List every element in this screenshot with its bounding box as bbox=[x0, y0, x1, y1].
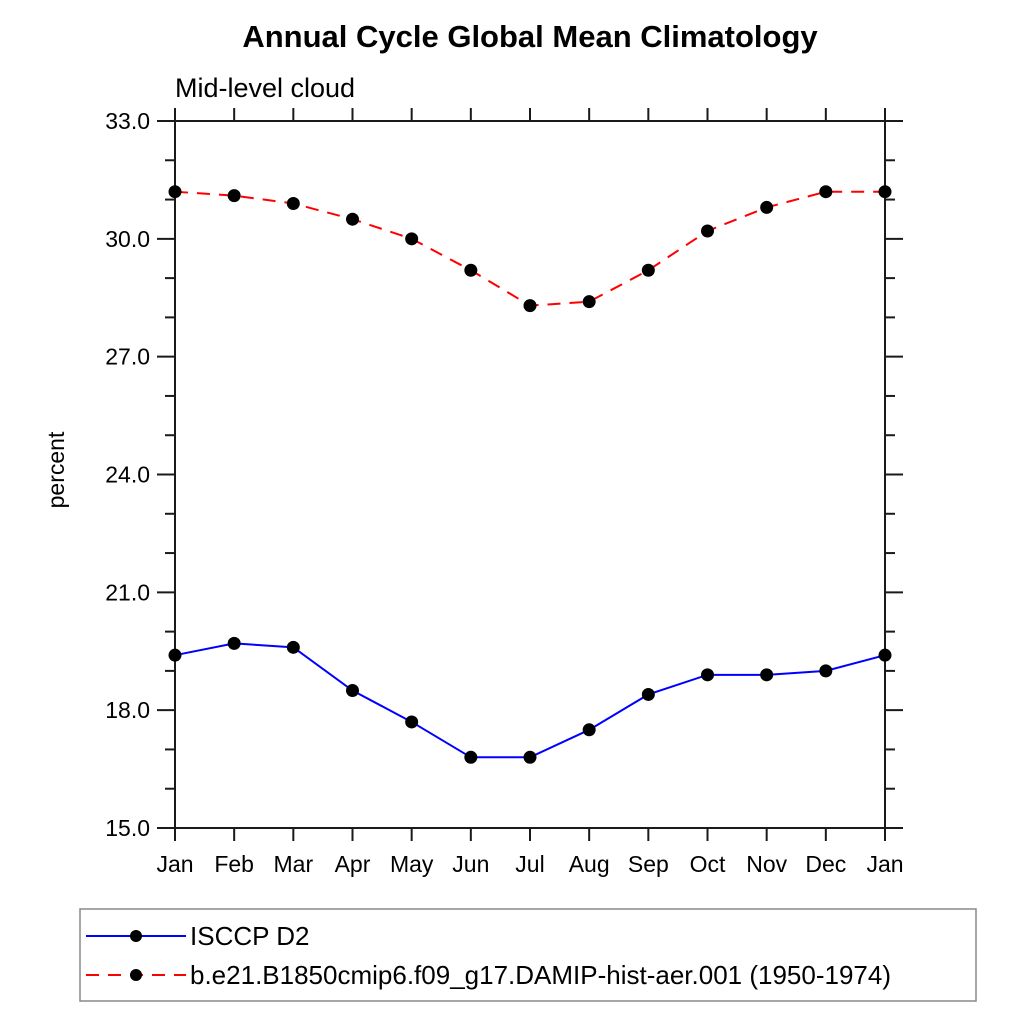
data-point-marker bbox=[878, 648, 892, 662]
data-point-marker bbox=[641, 263, 655, 277]
data-point-marker bbox=[405, 715, 419, 729]
y-tick-label: 21.0 bbox=[105, 579, 150, 605]
x-tick-label: Mar bbox=[274, 851, 314, 877]
series-line-0 bbox=[174, 642, 886, 759]
series-line-1 bbox=[174, 190, 885, 307]
x-tick-label: Jan bbox=[156, 851, 193, 877]
legend-entry-marker bbox=[130, 930, 142, 942]
data-point-marker bbox=[405, 232, 419, 246]
x-tick-label: Jun bbox=[452, 851, 489, 877]
data-point-marker bbox=[286, 196, 300, 210]
legend-entry-label: b.e21.B1850cmip6.f09_g17.DAMIP-hist-aer.… bbox=[190, 960, 891, 990]
data-point-marker bbox=[641, 687, 655, 701]
y-tick-label: 15.0 bbox=[105, 815, 150, 841]
data-point-marker bbox=[227, 636, 241, 650]
data-point-marker bbox=[701, 224, 714, 238]
chart-title: Annual Cycle Global Mean Climatology bbox=[242, 19, 818, 54]
chart-subtitle: Mid-level cloud bbox=[175, 73, 355, 103]
data-point-marker bbox=[819, 185, 833, 199]
x-tick-label: Aug bbox=[569, 851, 610, 877]
data-point-marker bbox=[582, 723, 596, 737]
data-point-marker bbox=[582, 295, 596, 309]
legend-entry-marker bbox=[130, 969, 142, 981]
data-point-marker bbox=[701, 668, 714, 682]
data-point-marker bbox=[168, 185, 182, 199]
data-point-marker bbox=[878, 185, 892, 199]
x-tick-label: Dec bbox=[805, 851, 846, 877]
y-tick-label: 30.0 bbox=[105, 226, 150, 252]
x-tick-label: Sep bbox=[628, 851, 669, 877]
data-point-marker bbox=[227, 189, 241, 203]
data-point-marker bbox=[464, 263, 478, 277]
y-axis-label: percent bbox=[43, 431, 69, 508]
legend-entry-label: ISCCP D2 bbox=[190, 921, 309, 951]
data-point-marker bbox=[523, 750, 537, 764]
axes-layer: 15.0 18.0 21.0 24.0 27.0 30.0 33.0 Jan Feb Mar Apr… bbox=[105, 108, 904, 877]
legend-box bbox=[79, 908, 977, 1002]
y-tick-label: 18.0 bbox=[105, 697, 150, 723]
x-tick-label: Nov bbox=[746, 851, 787, 877]
series-layer bbox=[168, 185, 892, 764]
x-tick-label: Jan bbox=[866, 851, 903, 877]
data-point-marker bbox=[523, 299, 537, 313]
data-point-marker bbox=[346, 684, 359, 698]
x-tick-label: Oct bbox=[690, 851, 726, 877]
x-tick-label: May bbox=[390, 851, 434, 877]
plot-frame bbox=[174, 120, 886, 829]
y-tick-label: 27.0 bbox=[105, 344, 150, 370]
x-tick-label: Feb bbox=[214, 851, 254, 877]
y-tick-label: 33.0 bbox=[105, 108, 150, 134]
data-point-marker bbox=[346, 212, 359, 226]
data-point-marker bbox=[760, 200, 774, 214]
data-point-marker bbox=[168, 648, 182, 662]
x-tick-label: Jul bbox=[515, 851, 544, 877]
data-point-marker bbox=[464, 750, 478, 764]
legend-layer: ISCCP D2 b.e21.B1850cmip6.f09_g17.DAMIP-h… bbox=[79, 908, 977, 1002]
y-tick-label: 24.0 bbox=[105, 462, 150, 488]
data-point-marker bbox=[760, 668, 774, 682]
data-point-marker bbox=[819, 664, 833, 678]
x-tick-label: Apr bbox=[335, 851, 371, 877]
data-point-marker bbox=[286, 640, 300, 654]
